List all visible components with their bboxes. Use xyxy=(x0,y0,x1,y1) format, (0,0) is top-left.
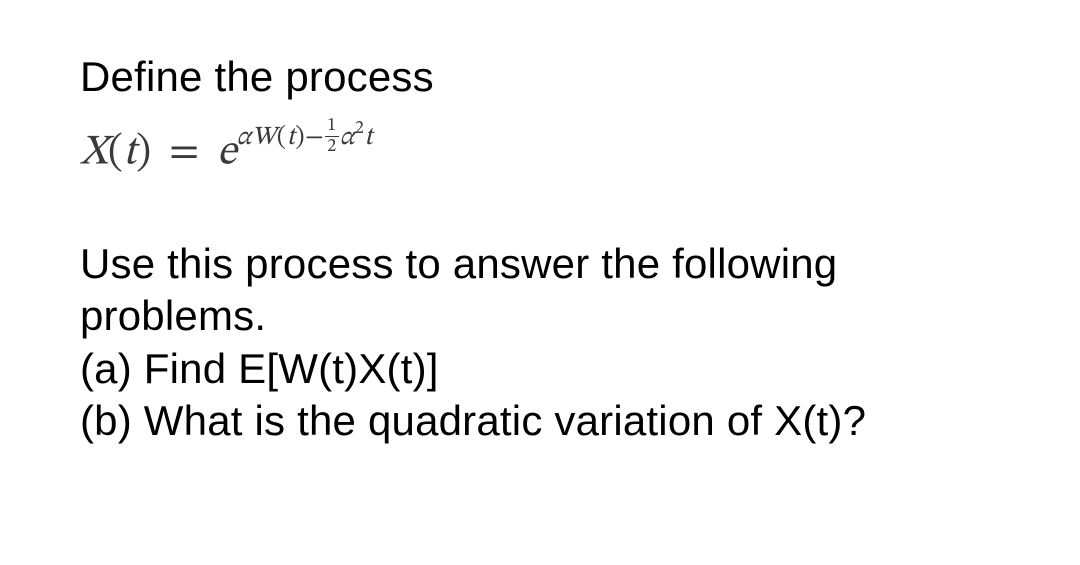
equation-definition: X(t) = eαW(t)−12α2t xyxy=(80,123,1020,178)
frac-numerator: 1 xyxy=(325,117,338,137)
exp-minus: − xyxy=(305,125,324,151)
followup-block: Use this process to answer the following… xyxy=(80,238,1020,448)
exp-open-paren: ( xyxy=(277,125,287,151)
exp-t: t xyxy=(287,125,296,151)
exp-fraction-half: 12 xyxy=(325,117,338,156)
exp-W: W xyxy=(252,125,277,151)
exp-close-paren: ) xyxy=(295,125,305,151)
exponent: αW(t)−12α2t xyxy=(237,125,373,151)
problem-statement: Define the process X(t) = eαW(t)−12α2t U… xyxy=(0,0,1080,565)
followup-line2: problems. xyxy=(80,290,1020,343)
exp-alpha2: α xyxy=(340,125,355,151)
exp-alpha: α xyxy=(237,125,252,151)
exp-squared: 2 xyxy=(355,120,364,138)
item-b: (b) What is the quadratic variation of X… xyxy=(80,395,1020,448)
exp-t2: t xyxy=(364,125,373,151)
frac-denominator: 2 xyxy=(325,137,338,156)
lhs-variable-X: X xyxy=(80,131,108,173)
followup-line1: Use this process to answer the following xyxy=(80,238,1020,291)
open-paren: ( xyxy=(108,131,123,173)
intro-text: Define the process xyxy=(80,50,1020,105)
lhs-arg-t: t xyxy=(123,131,136,173)
base-e: e xyxy=(217,131,237,173)
item-a: (a) Find E[W(t)X(t)] xyxy=(80,343,1020,396)
close-paren: ) xyxy=(136,131,151,173)
equals-sign: = xyxy=(161,131,207,173)
